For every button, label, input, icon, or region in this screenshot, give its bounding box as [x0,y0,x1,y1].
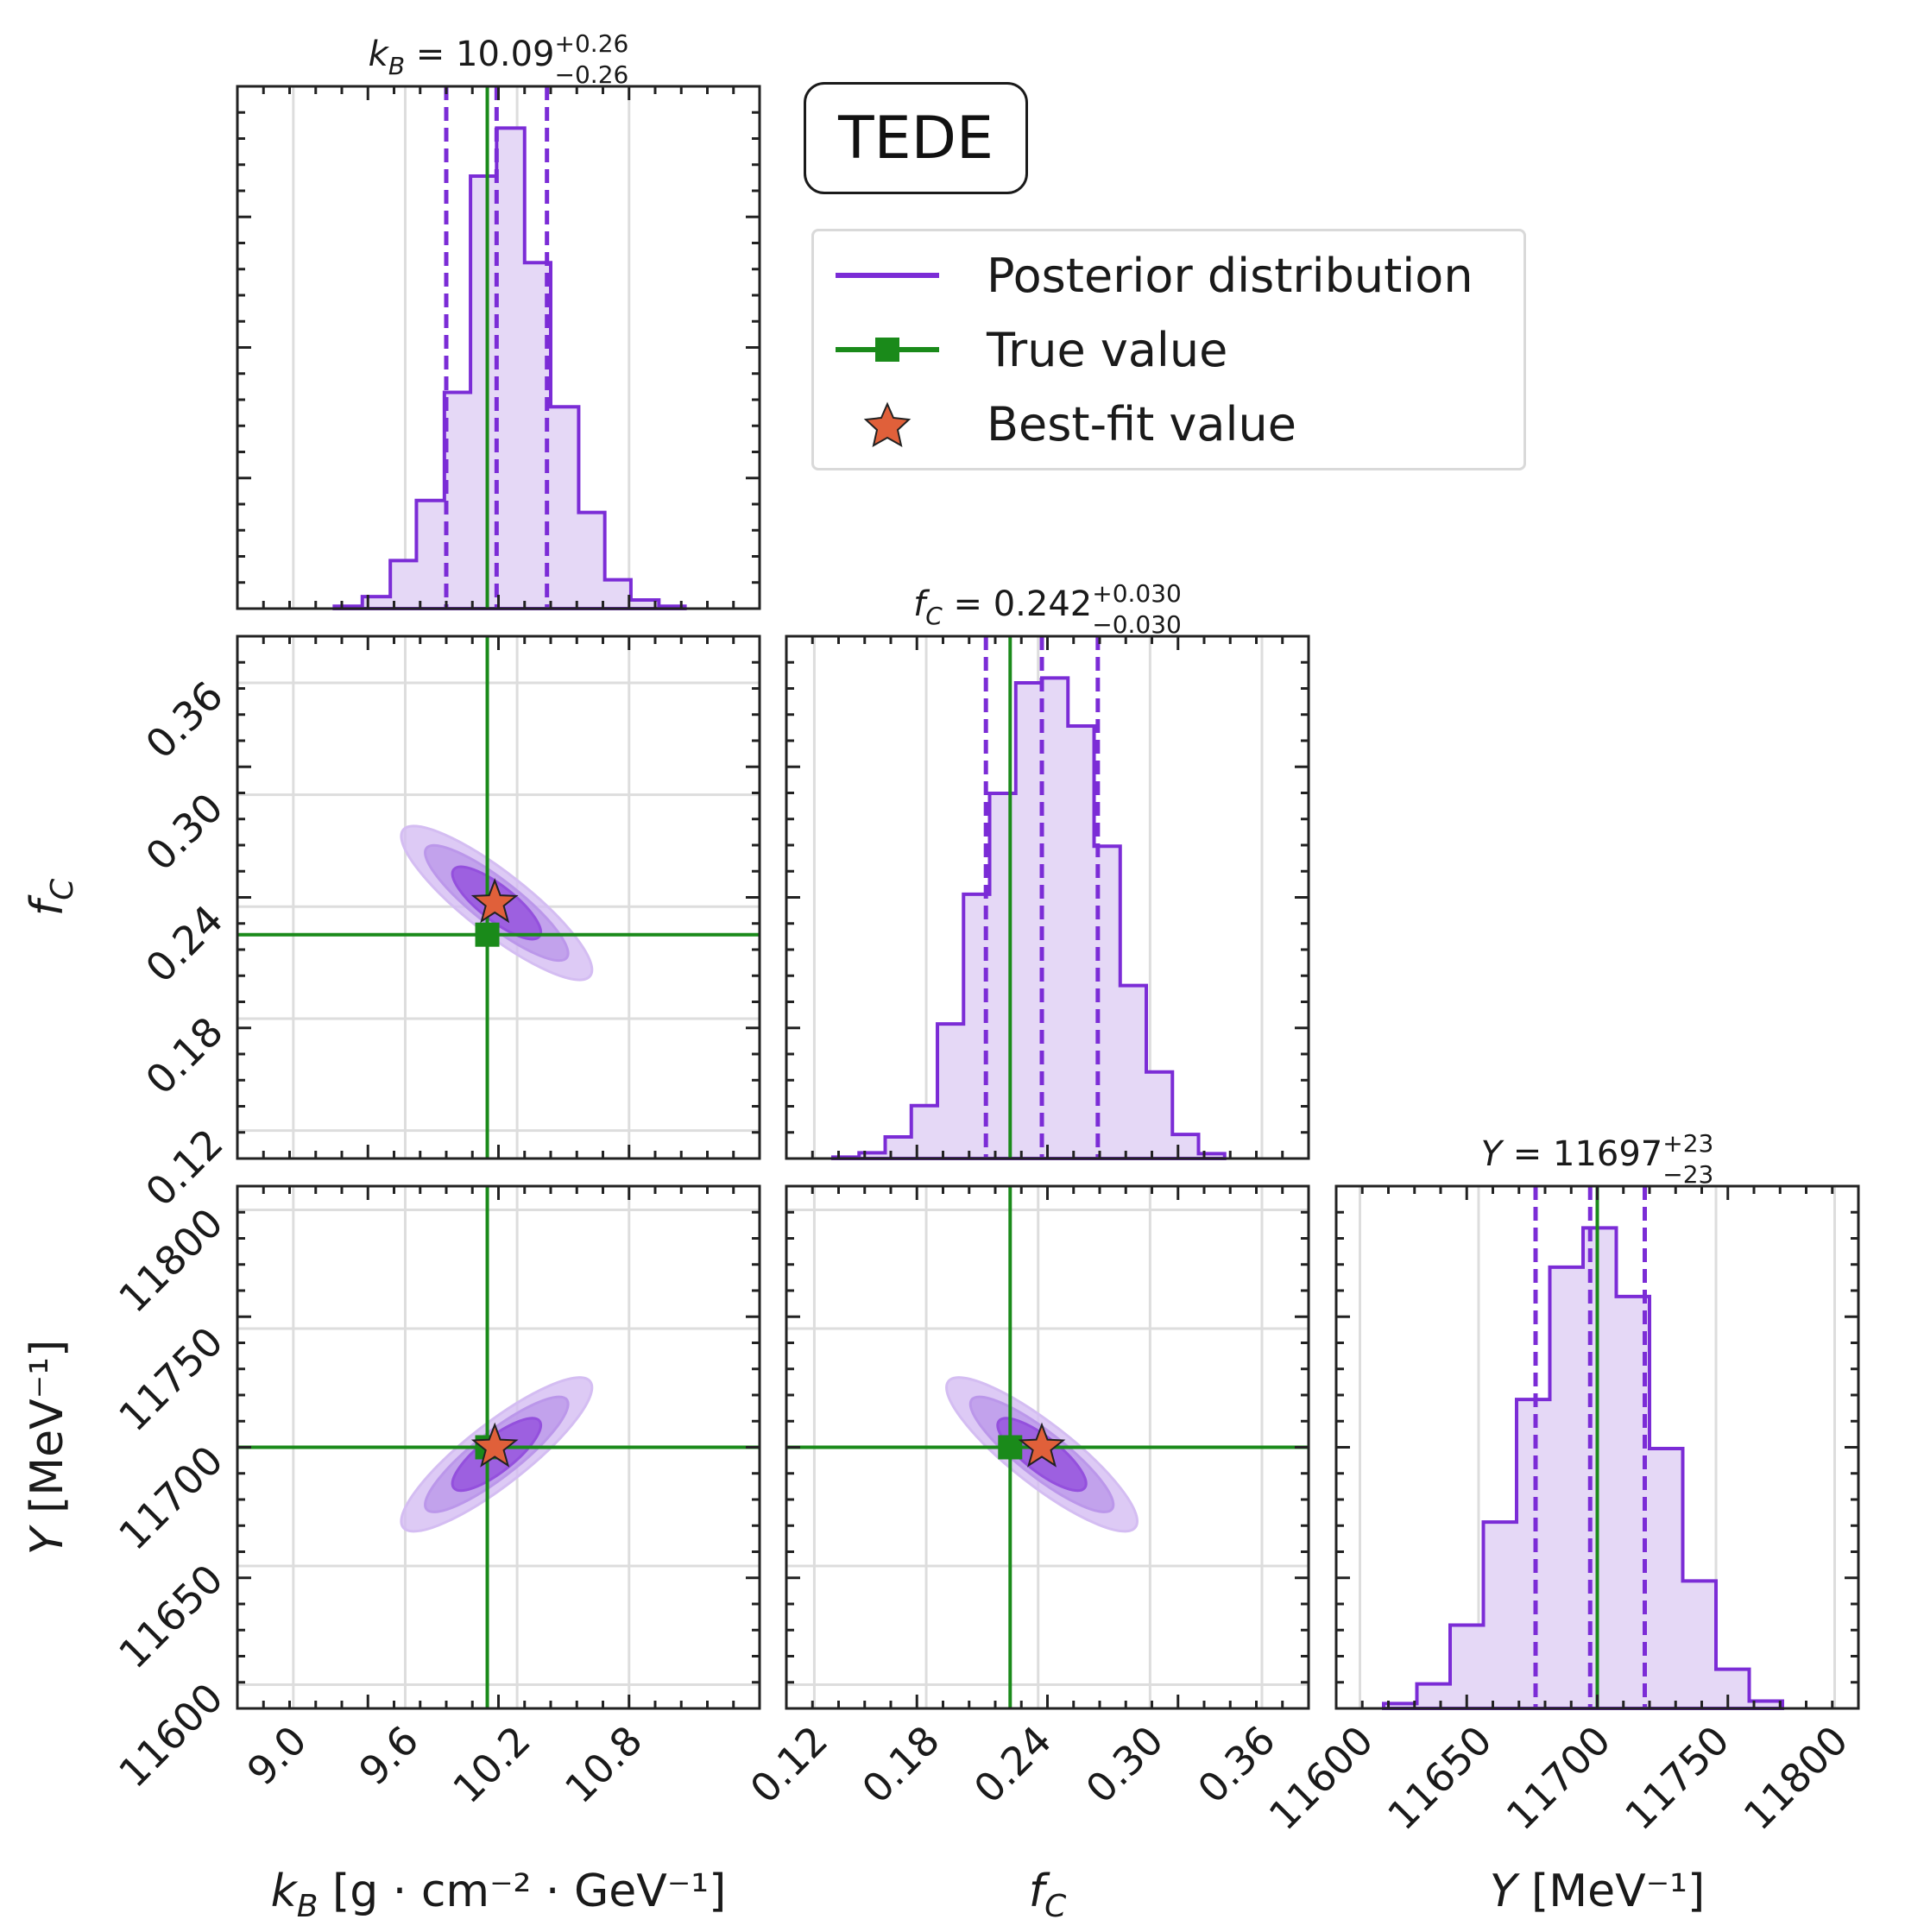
best-fit-marker [1018,1422,1066,1468]
x-tick-label: 10.2 [444,1717,539,1813]
histogram-bar [1172,1134,1198,1159]
x-tick-label: 11700 [1498,1717,1620,1840]
histogram-bar [551,407,578,609]
histogram-bar [1068,726,1094,1159]
histogram-bar [605,580,631,609]
histogram-step [332,126,687,610]
histogram-bar [1683,1581,1717,1708]
panel-title-kB: kB = 10.09+0.26 [369,29,629,80]
histogram-bar [1550,1267,1584,1708]
x-tick-label: 0.30 [1077,1717,1173,1813]
histogram-bar [1716,1670,1750,1708]
y-tick-label: 11600 [110,1674,232,1796]
contour-panel-kB-Y [236,1184,761,1710]
x-tick-label: 11750 [1616,1717,1738,1840]
panel-title-fC: fC = 0.242+0.030 [913,579,1182,630]
histogram-bar [496,128,524,609]
true-value-marker [475,922,500,947]
histogram-panel-fC: fC = 0.242+0.030−0.030 [785,579,1310,1160]
x-tick-label: 10.8 [556,1717,652,1813]
y-tick-label: 0.18 [136,1008,232,1104]
y-tick-label: 0.12 [136,1120,232,1215]
legend-label-bestfit: Best-fit value [987,396,1296,451]
y-tick-label: 0.36 [136,672,232,768]
histogram-bar [1042,678,1068,1159]
histogram-bar [1650,1449,1683,1708]
histogram-fill [334,128,685,609]
y-tick-label: 0.24 [136,896,232,992]
x-axis-title-kB: kB [g · cm⁻² · GeV⁻¹] [271,1866,727,1924]
x-tick-label: 0.18 [853,1717,949,1813]
histogram-bar [1016,683,1042,1159]
x-tick-label: 0.12 [741,1717,837,1813]
histogram-bar [886,1137,912,1159]
histogram-step [1382,1226,1784,1710]
histogram-bar [1484,1522,1517,1708]
model-badge: TEDE [804,82,1028,194]
legend-item-bestfit: Best-fit value [814,387,1523,461]
y-tick-label: 0.30 [136,784,232,880]
histogram-bar [1517,1399,1550,1708]
histogram-panel-kB: kB = 10.09+0.26−0.26 [236,29,761,610]
histogram-bar [578,513,604,609]
contour-panel-fC-Y [785,1184,1310,1710]
legend-star-marker-icon [814,387,987,461]
histogram-bar [1120,986,1146,1159]
y-tick-label: 11750 [110,1318,232,1441]
histogram-bar [1417,1684,1451,1708]
x-tick-label: 0.24 [965,1717,1061,1813]
histogram-bar [363,597,390,609]
y-axis-title-fC: fC [22,878,80,916]
legend-square-marker-icon [814,313,987,387]
legend-item-posterior: Posterior distribution [814,238,1523,313]
histogram-fill [833,678,1225,1159]
histogram-bar [416,501,444,609]
legend-item-true: True value [814,313,1523,387]
x-tick-label: 11800 [1735,1717,1858,1840]
histogram-bar [470,176,496,609]
best-fit-marker [470,878,519,924]
x-tick-label: 9.6 [350,1717,427,1795]
panel-title-minus-kB: −0.26 [555,60,629,89]
legend-line-icon [814,238,987,313]
y-tick-label: 11800 [110,1199,232,1322]
x-axis-title-fC: fC [1029,1866,1067,1924]
x-tick-label: 11650 [1378,1717,1501,1840]
true-value-marker [998,1435,1023,1460]
panel-title-minus-Y: −23 [1662,1160,1713,1189]
panel-title-minus-fC: −0.030 [1092,610,1182,639]
legend: Posterior distribution True value Best-f… [811,229,1526,470]
best-fit-marker [470,1422,519,1468]
x-tick-label: 9.0 [238,1717,316,1795]
y-axis-title-Y: Y [MeV⁻¹] [22,1340,73,1556]
histogram-bar [912,1106,937,1159]
panel-title-Y: Y = 11697+23 [1481,1129,1714,1174]
y-tick-label: 11700 [110,1436,232,1559]
contour-panel-kB-fC [236,635,761,1160]
legend-label-posterior: Posterior distribution [987,248,1473,303]
x-axis-title-Y: Y [MeV⁻¹] [1490,1866,1706,1917]
legend-label-true: True value [987,322,1228,377]
x-tick-label: 11600 [1260,1717,1383,1840]
histogram-bar [1146,1072,1172,1159]
y-tick-label: 11650 [110,1556,232,1678]
histogram-panel-Y: Y = 11697+23−23 [1334,1129,1860,1710]
histogram-bar [937,1024,963,1159]
